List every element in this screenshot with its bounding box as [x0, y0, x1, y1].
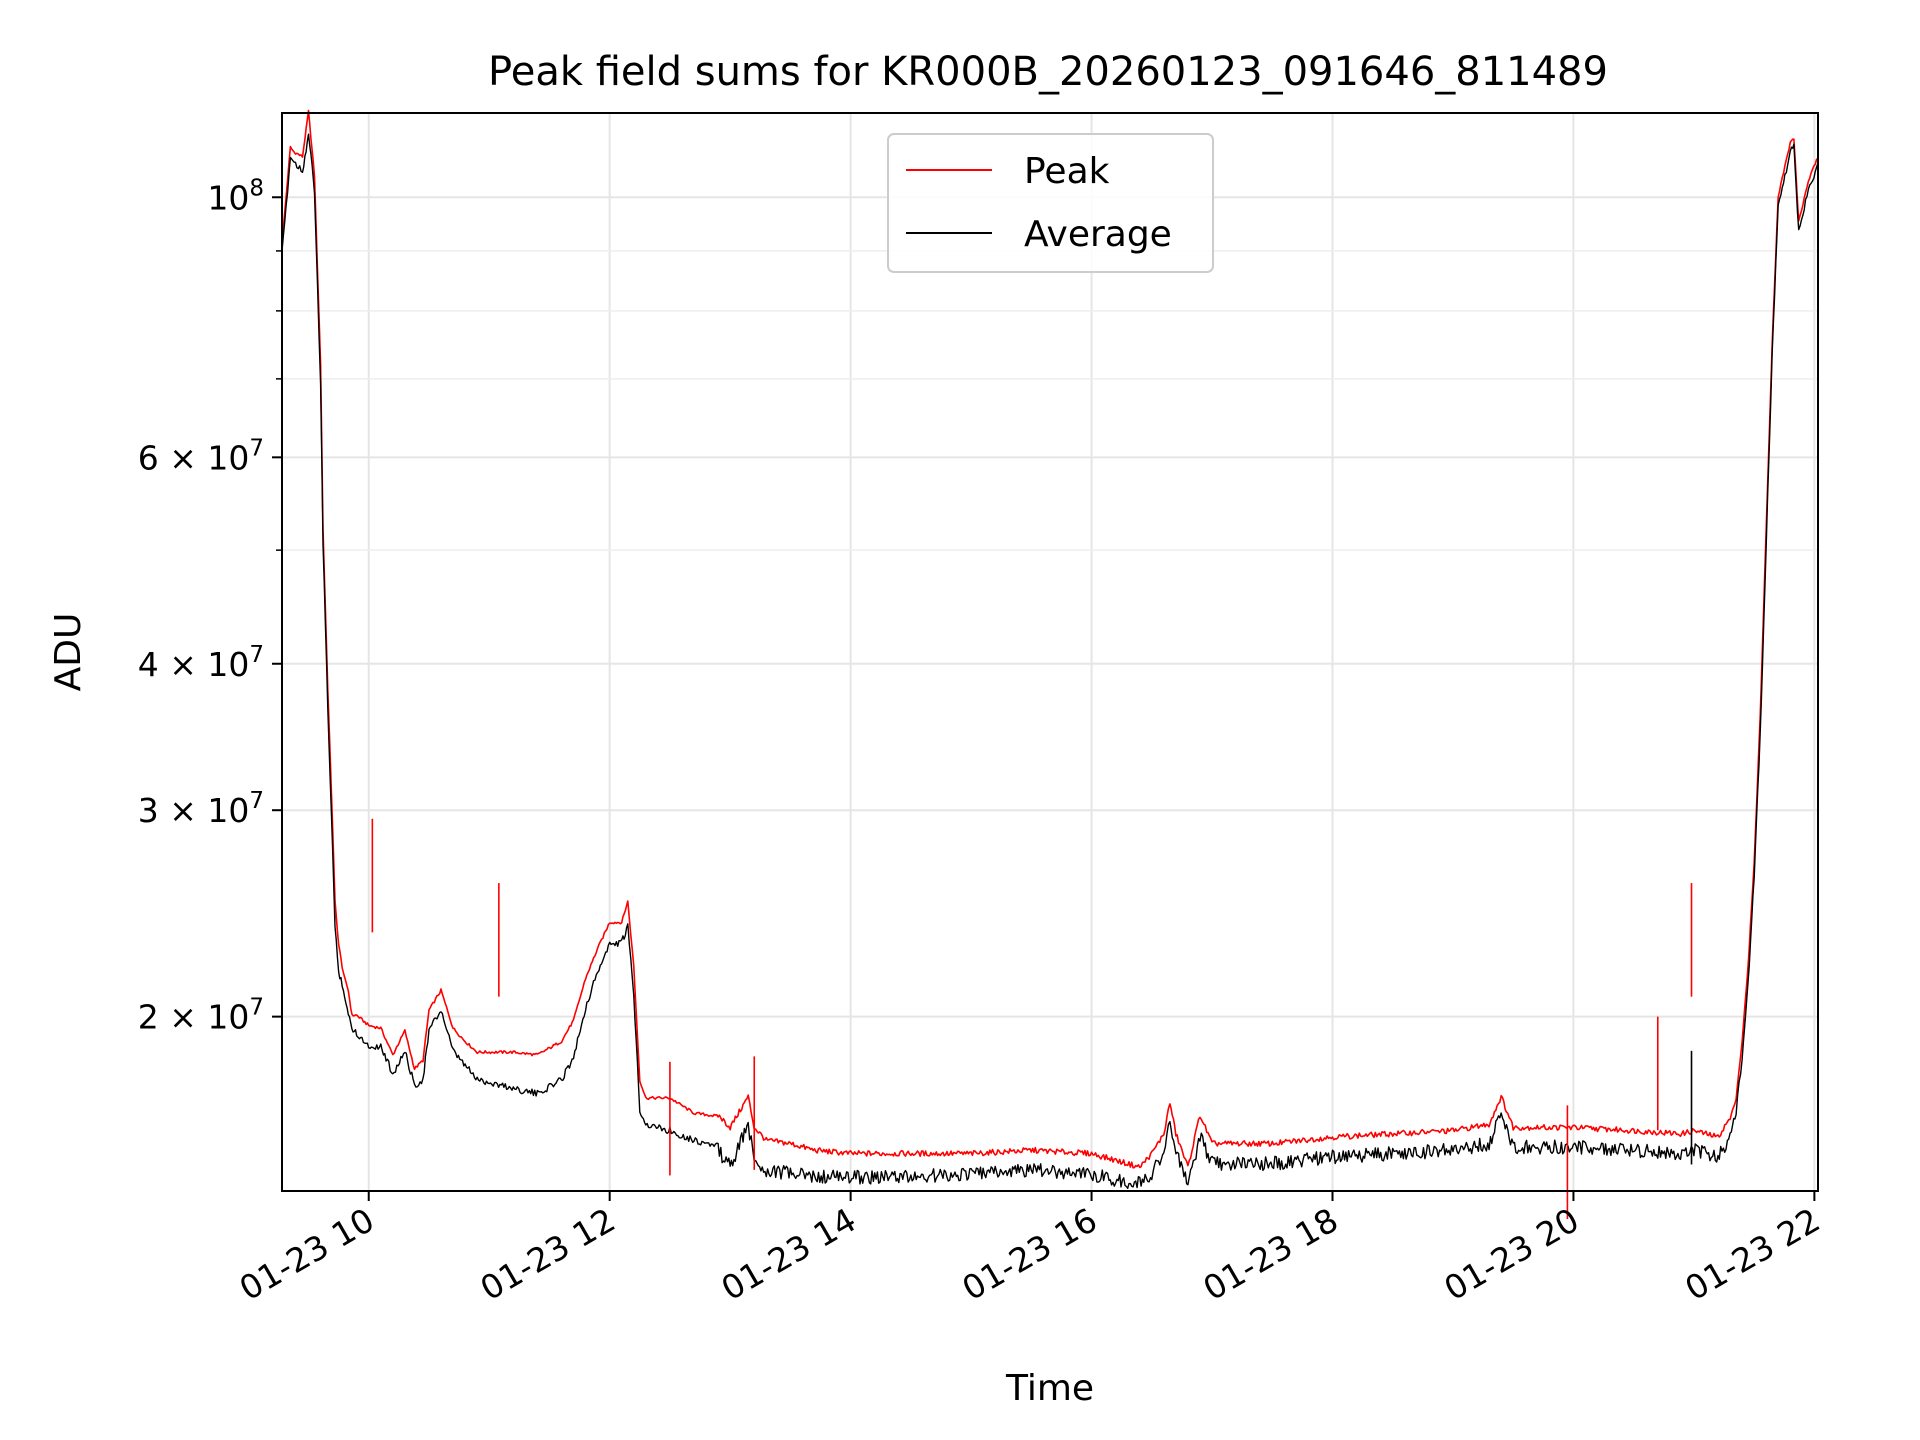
series-line-average [281, 133, 1819, 1190]
legend-label-peak: Peak [1024, 151, 1110, 192]
series-line-peak [281, 109, 1819, 1169]
plot-area [281, 109, 1819, 1220]
plot-frame [281, 112, 1819, 1192]
y-tick-label: 6 × 107 [138, 435, 264, 477]
data-series [281, 109, 1819, 1220]
legend-label-average: Average [1024, 214, 1172, 255]
y-tick-label: 3 × 107 [138, 788, 264, 830]
grid-lines [282, 113, 1818, 1191]
x-axis-label: Time [1005, 1368, 1094, 1409]
legend-box [887, 133, 1214, 273]
y-axis: 108 6 × 107 4 × 107 3 × 107 2 × 107 [138, 175, 282, 1037]
chart-title: Peak field sums for KR000B_20260123_0916… [488, 49, 1608, 95]
plot-background [282, 113, 1818, 1191]
y-tick-label: 108 [207, 175, 264, 217]
legend: Peak Average [887, 133, 1214, 273]
y-axis-label: ADU [48, 613, 89, 692]
y-tick-label: 2 × 107 [138, 995, 264, 1037]
y-tick-label: 4 × 107 [138, 642, 264, 684]
